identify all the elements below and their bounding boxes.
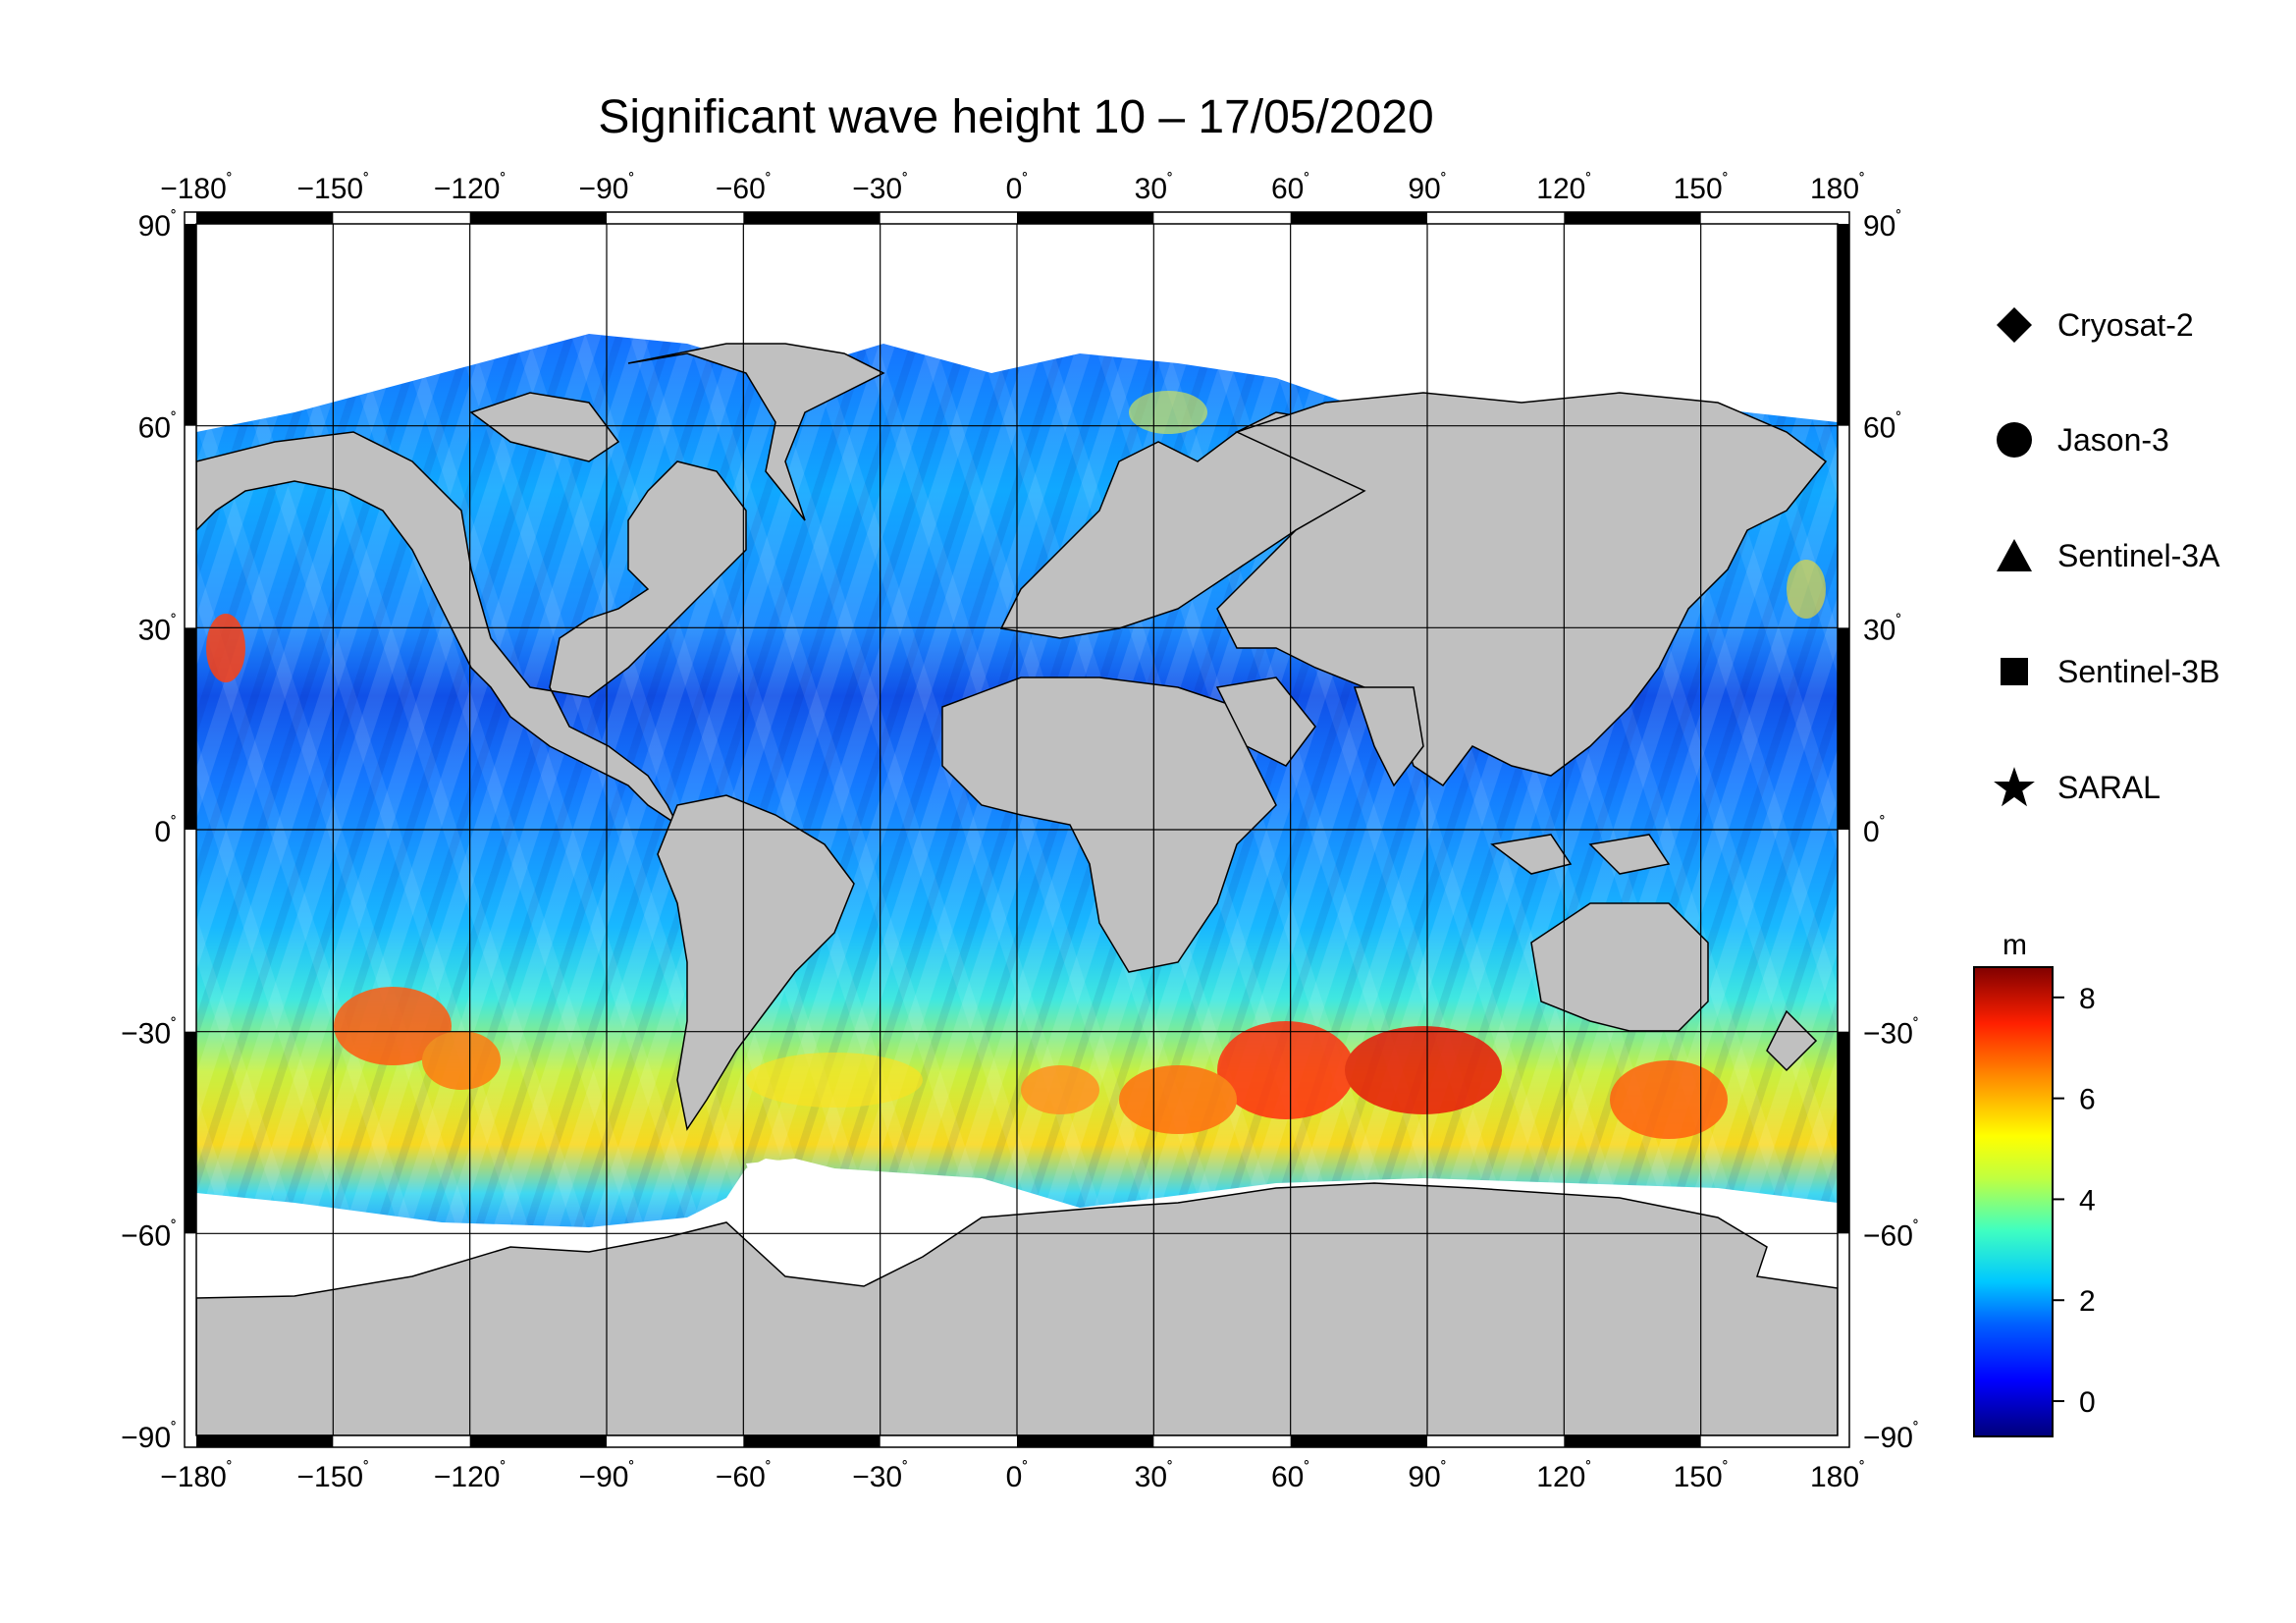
- colorbar-tick-label: 2: [2079, 1285, 2096, 1318]
- frame-band: [1290, 212, 1427, 224]
- frame-band: [1838, 1031, 1849, 1234]
- colorbar-unit: m: [2002, 929, 2027, 961]
- legend-label: Sentinel-3A: [2057, 537, 2220, 573]
- frame-band: [1017, 212, 1154, 224]
- frame-band: [1564, 1435, 1701, 1447]
- lat-tick-label: 90˚: [138, 208, 177, 243]
- lon-tick-label: 120˚: [1536, 1459, 1591, 1493]
- lat-tick-label: −60˚: [121, 1217, 177, 1252]
- lon-tick-label: −60˚: [716, 171, 772, 205]
- lon-tick-label: 30˚: [1135, 171, 1173, 205]
- colorbar-tick-label: 8: [2079, 983, 2096, 1015]
- greenland: [627, 343, 885, 521]
- high-wave-patches: [206, 391, 1826, 1139]
- frame-band: [1564, 212, 1701, 224]
- lat-tick-label: 30˚: [1863, 612, 1901, 646]
- lon-tick-label: 180˚: [1810, 171, 1865, 205]
- legend-item-saral: SARAL: [1993, 763, 2161, 812]
- legend-item-cryosat-2: Cryosat-2: [1993, 300, 2194, 350]
- lon-tick-label: 0˚: [1006, 171, 1029, 205]
- frame-band: [196, 1435, 334, 1447]
- frame-band: [1290, 1435, 1427, 1447]
- graticule: [196, 224, 1838, 1435]
- tick-labels: −180˚ −180˚ −150˚ −150˚ −120˚ −120˚ −90˚ −90˚ −6…: [121, 171, 1919, 1493]
- map-area: [196, 224, 1838, 1435]
- north-america: [196, 431, 747, 828]
- lon-tick-label: −90˚: [579, 1459, 635, 1493]
- diamond-icon: [1993, 303, 2036, 347]
- lon-tick-label: −180˚: [160, 1459, 233, 1493]
- legend-item-sentinel-3a: Sentinel-3A: [1993, 531, 2219, 580]
- lat-tick-label: −90˚: [121, 1420, 177, 1454]
- frame-band: [743, 212, 881, 224]
- lon-tick-label: −180˚: [160, 171, 233, 205]
- star-icon: [1993, 766, 2036, 809]
- lon-tick-label: −90˚: [579, 171, 635, 205]
- frame-band: [196, 212, 334, 224]
- lon-tick-label: −120˚: [434, 1459, 507, 1493]
- map-frame: [184, 211, 1850, 1448]
- lat-tick-label: −90˚: [1863, 1420, 1919, 1454]
- lon-tick-label: −150˚: [297, 171, 370, 205]
- frame-band: [185, 224, 196, 426]
- legend-item-jason-3: Jason-3: [1993, 415, 2169, 464]
- frame-band: [469, 1435, 607, 1447]
- australia: [1530, 902, 1709, 1032]
- lat-tick-label: −60˚: [1863, 1217, 1919, 1252]
- frame-band: [1017, 1435, 1154, 1447]
- lon-tick-label: 120˚: [1536, 171, 1591, 205]
- lat-tick-label: −30˚: [1863, 1016, 1919, 1051]
- colorbar-tick-label: 4: [2079, 1184, 2096, 1217]
- triangle-icon: [1993, 534, 2036, 577]
- lon-tick-label: −120˚: [434, 171, 507, 205]
- lon-tick-label: 60˚: [1271, 1459, 1309, 1493]
- legend-label: Sentinel-3B: [2057, 653, 2220, 689]
- lon-tick-label: 150˚: [1674, 171, 1729, 205]
- africa: [941, 676, 1277, 973]
- legend-label: SARAL: [2057, 769, 2161, 805]
- lon-tick-label: 60˚: [1271, 171, 1309, 205]
- lat-tick-label: −30˚: [121, 1016, 177, 1051]
- frame-band: [1838, 627, 1849, 830]
- lon-tick-label: −30˚: [852, 1459, 908, 1493]
- colorbar: 8 6 4 2 0: [1973, 966, 2096, 1437]
- frame-band: [743, 1435, 881, 1447]
- south-america: [657, 794, 855, 1131]
- map-title: Significant wave height 10 – 17/05/2020: [598, 91, 1434, 143]
- lon-tick-label: 0˚: [1006, 1459, 1029, 1493]
- lon-tick-label: 180˚: [1810, 1459, 1865, 1493]
- lon-tick-label: 90˚: [1408, 1459, 1446, 1493]
- lat-tick-label: 90˚: [1863, 208, 1901, 243]
- colorbar-tick-label: 0: [2079, 1386, 2096, 1419]
- frame-band: [1838, 224, 1849, 426]
- lat-tick-label: 0˚: [154, 814, 177, 848]
- frame-band: [469, 212, 607, 224]
- frame-band: [185, 627, 196, 830]
- lat-tick-label: 60˚: [1863, 410, 1901, 445]
- lon-tick-label: 90˚: [1408, 171, 1446, 205]
- lon-tick-label: −30˚: [852, 171, 908, 205]
- lon-tick-label: −150˚: [297, 1459, 370, 1493]
- lat-tick-label: 30˚: [138, 612, 177, 646]
- colorbar-ticks: 8 6 4 2 0: [2053, 983, 2096, 1419]
- legend-label: Jason-3: [2057, 421, 2169, 458]
- legend-item-sentinel-3b: Sentinel-3B: [1993, 647, 2219, 696]
- frame-band: [185, 1031, 196, 1234]
- lon-tick-label: 30˚: [1135, 1459, 1173, 1493]
- lat-tick-label: 60˚: [138, 410, 177, 445]
- colorbar-scale: [1973, 966, 2054, 1437]
- lon-tick-label: −60˚: [716, 1459, 772, 1493]
- legend-label: Cryosat-2: [2057, 306, 2194, 343]
- square-icon: [1993, 650, 2036, 693]
- lon-tick-label: 150˚: [1674, 1459, 1729, 1493]
- lat-tick-label: 0˚: [1863, 814, 1886, 848]
- colorbar-tick-label: 6: [2079, 1084, 2096, 1116]
- circle-icon: [1993, 418, 2036, 461]
